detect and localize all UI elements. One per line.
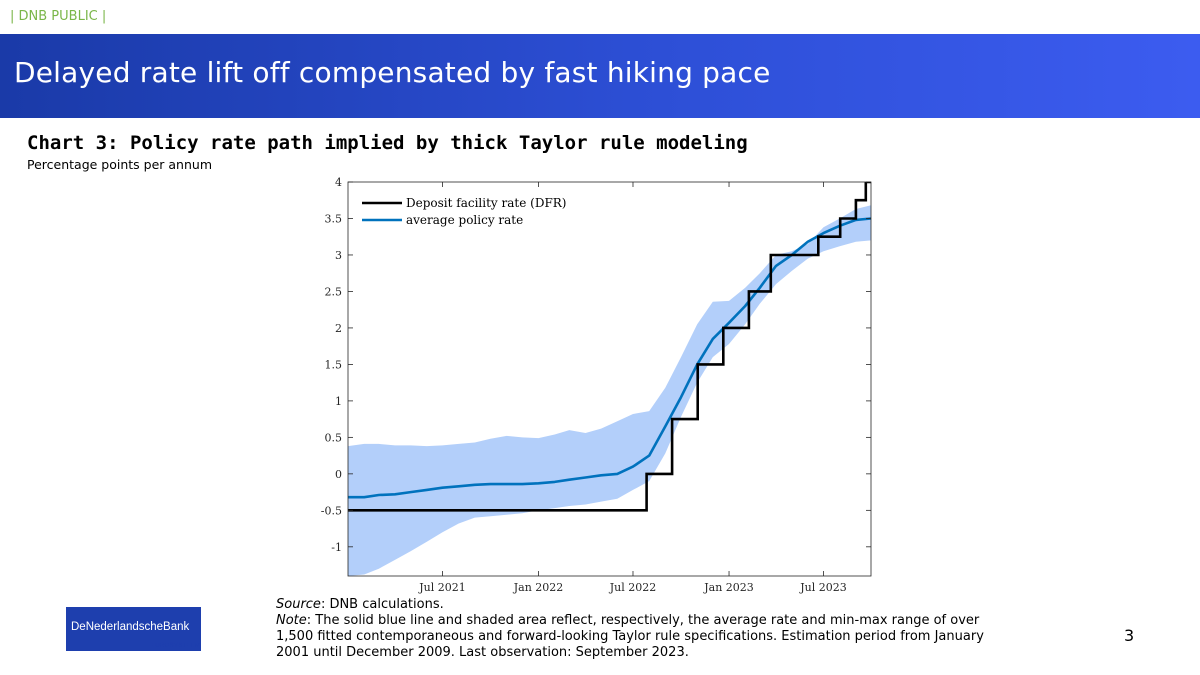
y-tick-label: 0.5 xyxy=(325,431,343,444)
y-tick-label: 3.5 xyxy=(325,212,343,225)
y-tick-label: 2.5 xyxy=(325,285,343,298)
note-label: Note xyxy=(276,613,307,628)
x-tick-label: Jul 2023 xyxy=(799,581,847,594)
legend-dfr-label: Deposit facility rate (DFR) xyxy=(406,196,566,210)
y-tick-label: -0.5 xyxy=(321,504,342,517)
average-policy-rate-line xyxy=(348,217,871,499)
chart-container: -1 -0.5 0 0.5 1 1.5 2 2.5 3 3.5 4 Jul 2021 Jan 2022 J… xyxy=(290,170,890,595)
page-number: 3 xyxy=(1124,626,1135,645)
slide-title: Delayed rate lift off compensated by fas… xyxy=(14,56,771,89)
dnb-logo: DeNederlandscheBank xyxy=(66,607,201,651)
y-tick-label: 0 xyxy=(335,468,342,481)
title-banner: Delayed rate lift off compensated by fas… xyxy=(0,34,1200,118)
logo-wordmark: DeNederlandscheBank xyxy=(71,621,190,633)
y-tick-label: 2 xyxy=(335,322,342,335)
min-max-range-band xyxy=(348,205,871,576)
note-text: : The solid blue line and shaded area re… xyxy=(276,613,984,660)
plot-frame xyxy=(347,181,872,577)
y-tick-label: 3 xyxy=(335,249,342,262)
x-tick-label: Jul 2022 xyxy=(609,581,657,594)
chart-notes: Source: DNB calculations. Note: The soli… xyxy=(276,597,996,661)
chart-subtitle: Percentage points per annum xyxy=(27,157,212,172)
chart-title: Chart 3: Policy rate path implied by thi… xyxy=(27,132,748,154)
y-tick-label: 1.5 xyxy=(325,358,343,371)
y-tick-label: 4 xyxy=(335,176,342,189)
policy-rate-chart: -1 -0.5 0 0.5 1 1.5 2 2.5 3 3.5 4 Jul 2021 Jan 2022 J… xyxy=(321,176,872,594)
source-line: Source: DNB calculations. xyxy=(276,597,996,613)
x-tick-label: Jul 2021 xyxy=(418,581,466,594)
logo-subtitle: EUROSYSTEEM xyxy=(151,643,201,649)
classification-label: | DNB PUBLIC | xyxy=(10,9,107,24)
x-tick-label: Jan 2022 xyxy=(513,581,564,594)
x-tick-label: Jan 2023 xyxy=(703,581,754,594)
deposit-facility-rate-line xyxy=(348,182,871,512)
y-tick-label: -1 xyxy=(331,541,342,554)
y-tick-label: 1 xyxy=(335,395,342,408)
legend-avg-label: average policy rate xyxy=(406,213,523,227)
note-line: Note: The solid blue line and shaded are… xyxy=(276,613,996,661)
source-text: : DNB calculations. xyxy=(320,597,444,612)
source-label: Source xyxy=(276,597,321,612)
